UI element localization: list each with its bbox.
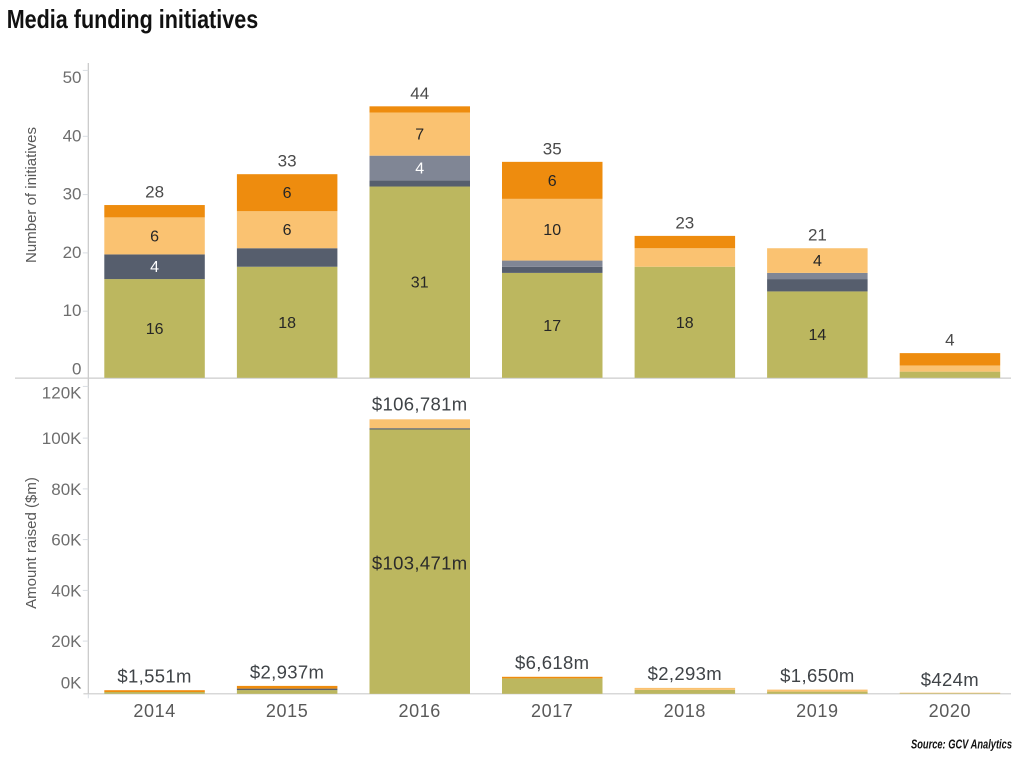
svg-text:2014: 2014 (133, 701, 175, 721)
svg-text:0K: 0K (61, 674, 82, 693)
svg-text:80K: 80K (51, 480, 82, 499)
svg-text:2016: 2016 (398, 701, 440, 721)
svg-text:35: 35 (543, 139, 562, 158)
svg-text:6: 6 (548, 173, 557, 190)
svg-text:$106,781m: $106,781m (372, 394, 468, 415)
svg-text:Source: GCV Analytics: Source: GCV Analytics (911, 737, 1012, 751)
svg-text:23: 23 (675, 213, 694, 232)
svg-text:Amount raised ($m): Amount raised ($m) (23, 477, 40, 609)
svg-text:Number of initiatives: Number of initiatives (23, 127, 40, 263)
svg-text:$424m: $424m (921, 669, 979, 690)
svg-text:$2,937m: $2,937m (250, 662, 324, 683)
svg-text:60K: 60K (51, 531, 82, 550)
svg-text:21: 21 (808, 226, 827, 245)
svg-text:30: 30 (63, 185, 82, 204)
svg-text:2015: 2015 (266, 701, 308, 721)
svg-text:18: 18 (676, 315, 694, 332)
svg-text:4: 4 (150, 259, 159, 276)
svg-text:17: 17 (543, 318, 561, 335)
svg-text:10: 10 (543, 222, 561, 239)
svg-text:40: 40 (63, 126, 82, 145)
svg-text:2019: 2019 (796, 701, 838, 721)
svg-text:0: 0 (72, 360, 81, 379)
svg-text:14: 14 (809, 327, 827, 344)
svg-text:2017: 2017 (531, 701, 573, 721)
svg-text:$103,471m: $103,471m (372, 552, 468, 573)
svg-text:Media funding initiatives: Media funding initiatives (7, 4, 259, 34)
svg-text:18: 18 (278, 315, 296, 332)
svg-text:40K: 40K (51, 581, 82, 600)
svg-text:50: 50 (63, 68, 82, 87)
svg-text:4: 4 (415, 161, 424, 178)
svg-text:16: 16 (146, 321, 164, 338)
svg-text:2020: 2020 (929, 701, 971, 721)
svg-text:4: 4 (945, 331, 954, 350)
svg-text:33: 33 (278, 152, 297, 171)
svg-text:2018: 2018 (664, 701, 706, 721)
svg-text:28: 28 (145, 183, 164, 202)
svg-text:120K: 120K (42, 384, 82, 403)
svg-text:100K: 100K (42, 429, 82, 448)
svg-text:4: 4 (813, 253, 822, 270)
svg-text:$1,551m: $1,551m (117, 665, 191, 686)
svg-text:$2,293m: $2,293m (648, 663, 722, 684)
svg-text:44: 44 (410, 84, 429, 103)
svg-text:6: 6 (283, 222, 292, 239)
svg-text:20K: 20K (51, 632, 82, 651)
svg-text:$6,618m: $6,618m (515, 652, 589, 673)
svg-text:20: 20 (63, 243, 82, 262)
svg-text:10: 10 (63, 301, 82, 320)
svg-text:6: 6 (283, 185, 292, 202)
svg-text:6: 6 (150, 228, 159, 245)
svg-text:31: 31 (411, 275, 429, 292)
svg-text:7: 7 (415, 127, 424, 144)
svg-text:$1,650m: $1,650m (780, 665, 854, 686)
